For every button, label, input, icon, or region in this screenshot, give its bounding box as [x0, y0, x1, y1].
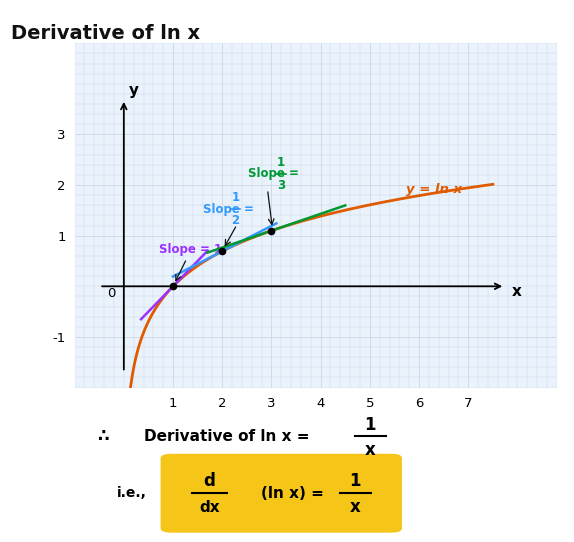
- Text: dx: dx: [199, 500, 220, 515]
- Text: (ln x) =: (ln x) =: [261, 486, 324, 501]
- Text: i.e.,: i.e.,: [117, 486, 147, 500]
- Text: 2: 2: [231, 215, 239, 228]
- Text: 3: 3: [277, 179, 285, 192]
- Text: x: x: [365, 441, 375, 459]
- Text: Slope =: Slope =: [248, 167, 303, 180]
- Text: 1: 1: [231, 191, 239, 204]
- Text: Derivative of ln x =: Derivative of ln x =: [144, 429, 309, 444]
- Text: d: d: [203, 472, 215, 489]
- Text: x: x: [350, 498, 361, 517]
- Text: 0: 0: [107, 287, 116, 300]
- Text: 1: 1: [364, 416, 376, 435]
- Text: x: x: [511, 284, 521, 299]
- Text: Slope = 1: Slope = 1: [159, 243, 222, 256]
- Text: Slope =: Slope =: [203, 203, 258, 216]
- Text: 1: 1: [277, 156, 285, 169]
- Text: 1: 1: [350, 472, 361, 489]
- Text: y: y: [129, 83, 139, 98]
- Text: ∴: ∴: [98, 427, 109, 446]
- Text: Derivative of ln x: Derivative of ln x: [11, 24, 200, 43]
- FancyBboxPatch shape: [161, 454, 401, 532]
- Text: y = ln x: y = ln x: [406, 183, 461, 196]
